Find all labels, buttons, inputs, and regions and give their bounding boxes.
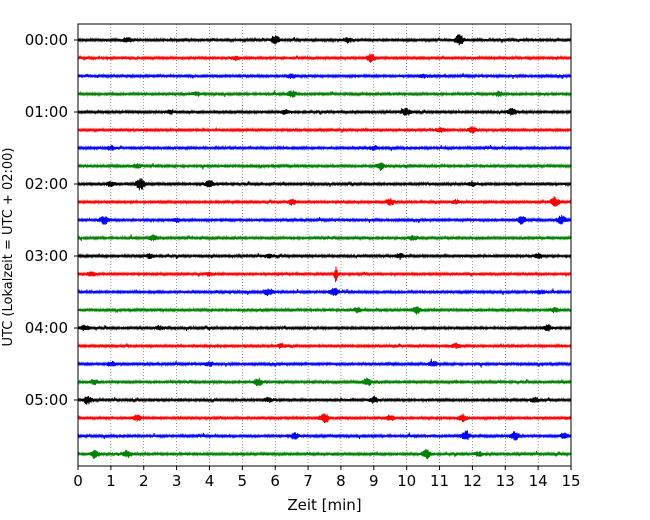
trace-line (77, 324, 572, 332)
x-tick-label: 7 (303, 472, 313, 490)
trace-line (77, 377, 572, 386)
y-tick-label: 05:00 (25, 391, 68, 409)
trace-line (77, 90, 572, 99)
x-axis-ticks: 0 1 2 3 4 5 6 7 8 9 10 11 12 13 14 15 (73, 466, 581, 490)
y-tick-label: 01:00 (25, 103, 68, 121)
trace-line (77, 358, 572, 368)
x-tick-label: 3 (172, 472, 182, 490)
x-tick-label: 9 (369, 472, 379, 490)
trace-line (77, 287, 572, 297)
trace-line (77, 252, 572, 260)
trace-line (77, 395, 572, 405)
trace-line (77, 144, 572, 152)
trace-line (77, 72, 572, 80)
trace-line (77, 107, 572, 116)
trace-line (77, 214, 572, 225)
trace-line (77, 306, 572, 315)
trace-line (77, 162, 572, 172)
trace-line (77, 178, 572, 191)
trace-line (77, 126, 572, 134)
trace-line (77, 342, 572, 350)
seismic-traces (77, 34, 572, 460)
x-tick-label: 1 (106, 472, 116, 490)
y-tick-label: 03:00 (25, 247, 68, 265)
x-tick-label: 5 (238, 472, 248, 490)
y-tick-label: 04:00 (25, 319, 68, 337)
x-tick-label: 0 (73, 472, 83, 490)
x-tick-label: 14 (529, 472, 548, 490)
x-tick-label: 2 (139, 472, 149, 490)
x-tick-label: 15 (561, 472, 580, 490)
trace-line (77, 430, 572, 441)
y-tick-label: 00:00 (25, 31, 68, 49)
x-tick-label: 8 (336, 472, 346, 490)
x-tick-label: 12 (463, 472, 482, 490)
y-tick-label: 02:00 (25, 175, 68, 193)
trace-line (77, 196, 572, 207)
trace-line (77, 413, 572, 423)
x-tick-label: 10 (397, 472, 416, 490)
trace-line (77, 34, 572, 46)
trace-line (77, 53, 572, 63)
x-tick-label: 11 (430, 472, 449, 490)
trace-line (77, 448, 572, 460)
plot-frame (77, 23, 572, 467)
x-axis-label: Zeit [min] (287, 496, 361, 514)
y-axis-ticks: 00:00 01:00 02:00 03:00 04:00 05:00 (25, 31, 78, 409)
trace-line (77, 234, 572, 242)
x-tick-label: 4 (205, 472, 215, 490)
trace-line (77, 266, 572, 283)
x-tick-label: 6 (270, 472, 280, 490)
x-tick-label: 13 (496, 472, 515, 490)
y-axis-label: UTC (Lokalzeit = UTC + 02:00) (1, 148, 16, 347)
